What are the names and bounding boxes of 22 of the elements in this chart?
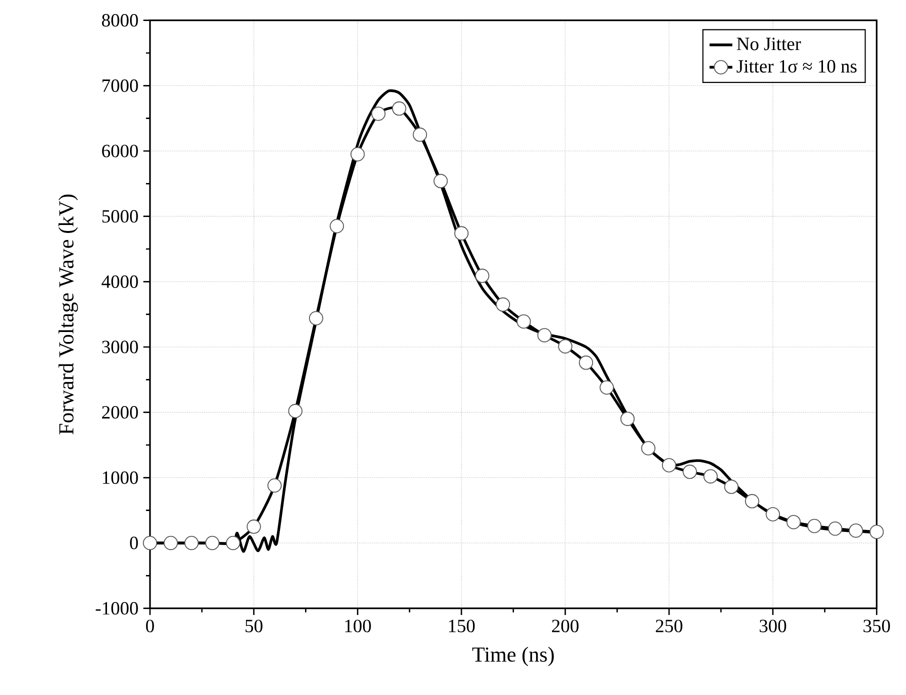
- x-tick-label: 200: [552, 620, 579, 632]
- y-tick-label: 2000: [102, 406, 138, 419]
- x-tick-label: 250: [656, 620, 682, 632]
- x-tick-label: 100: [345, 620, 371, 632]
- y-tick-label: 3000: [102, 340, 138, 354]
- x-tick-label: 150: [449, 620, 475, 632]
- x-axis-title: Time (ns): [472, 646, 554, 666]
- y-tick-label: 1000: [102, 471, 138, 484]
- y-tick-label: 7000: [102, 79, 138, 92]
- legend-label: Jitter 1σ ≈ 10 ns: [736, 60, 857, 73]
- y-tick-label: 4000: [102, 275, 138, 288]
- x-tick-label: 50: [246, 620, 262, 632]
- y-tick-label: 5000: [102, 210, 138, 223]
- y-tick-label: -1000: [96, 602, 138, 615]
- x-tick-label: 0: [146, 620, 154, 632]
- y-axis-title: Forward Voltage Wave (kV): [58, 194, 78, 434]
- x-tick-label: 350: [864, 620, 890, 632]
- y-tick-label: 6000: [102, 144, 138, 158]
- legend-label: No Jitter: [736, 38, 801, 50]
- y-tick-label: 0: [130, 536, 138, 550]
- y-tick-label: 8000: [102, 14, 138, 27]
- x-tick-label: 300: [760, 620, 786, 632]
